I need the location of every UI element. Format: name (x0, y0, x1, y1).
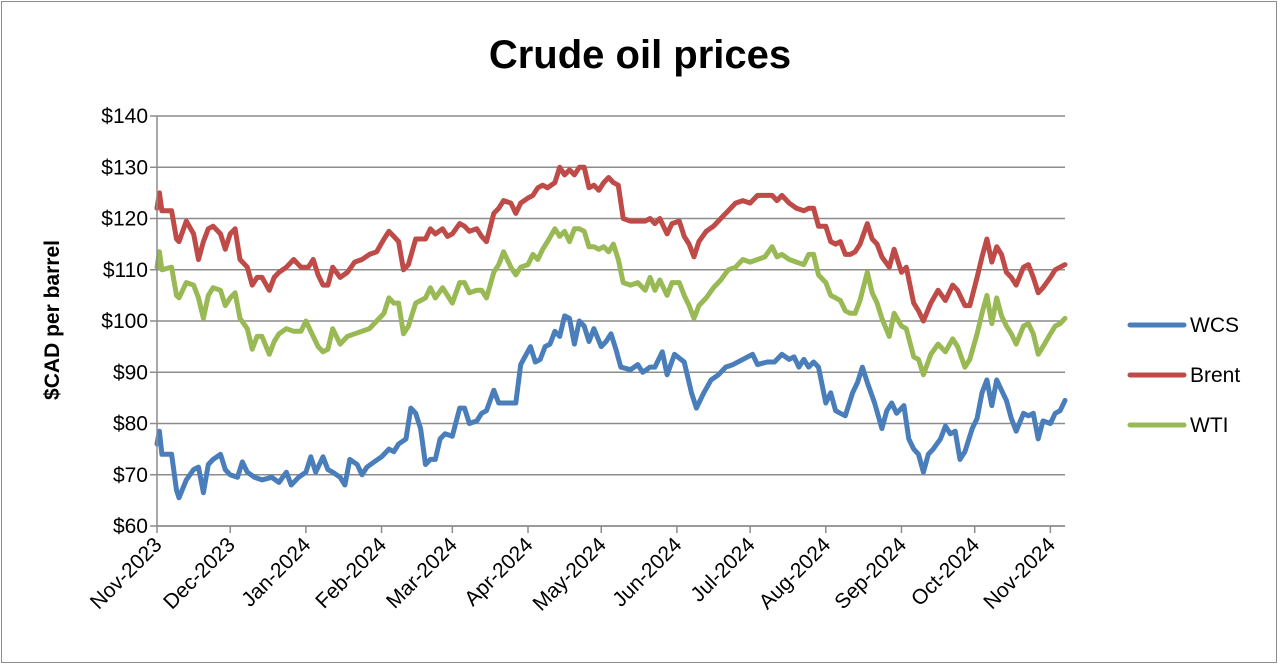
x-tick-label: Feb-2024 (311, 533, 391, 613)
chart-title: Crude oil prices (489, 33, 791, 77)
y-tick-label: $130 (101, 156, 148, 179)
x-tick-label: Jul-2024 (686, 533, 759, 606)
y-tick-label: $80 (113, 413, 148, 436)
y-tick-label: $90 (113, 361, 148, 384)
y-tick-label: $110 (103, 259, 148, 282)
series-line-wcs (154, 313, 1068, 501)
x-tick-label: Jan-2024 (237, 533, 315, 611)
x-axis-ticks: Nov-2023Dec-2023Jan-2024Feb-2024Mar-2024… (86, 526, 1060, 616)
legend-label-wcs: WCS (1190, 314, 1239, 337)
legend: WCS Brent WTI (1127, 314, 1240, 437)
legend-label-wti: WTI (1190, 414, 1228, 437)
y-tick-label: $120 (101, 208, 148, 231)
x-tick-label: Dec-2023 (159, 533, 240, 614)
legend-label-brent: Brent (1190, 364, 1240, 387)
y-axis-label: $CAD per barrel (41, 240, 64, 400)
x-tick-label: Jun-2024 (608, 533, 686, 611)
x-tick-label: Sep-2024 (830, 533, 911, 614)
y-tick-label: $70 (113, 464, 148, 487)
series-line-brent (154, 164, 1068, 324)
y-tick-label: $100 (101, 310, 148, 333)
x-tick-label: Nov-2024 (979, 533, 1060, 614)
y-tick-label: $140 (101, 105, 148, 128)
series-line-wti (154, 226, 1068, 378)
x-tick-label: Mar-2024 (382, 533, 462, 613)
series-lines (154, 164, 1068, 501)
x-tick-label: Aug-2024 (755, 533, 836, 614)
x-tick-label: Oct-2024 (907, 533, 985, 611)
x-tick-label: May-2024 (528, 533, 611, 616)
y-tick-label: $60 (113, 515, 148, 538)
x-tick-label: Apr-2024 (460, 533, 538, 611)
x-tick-label: Nov-2023 (86, 533, 167, 614)
y-axis-ticks: $60 $70 $80 $90 $100 $110 $120 $130 $140 (101, 105, 157, 538)
